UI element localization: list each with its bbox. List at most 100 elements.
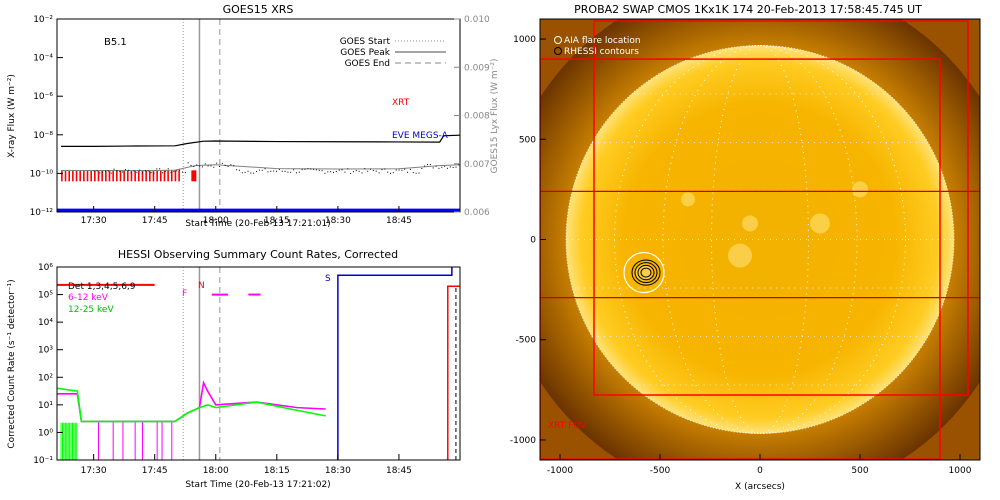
goes-plot-area <box>57 19 460 212</box>
goes-red-mark <box>163 170 166 182</box>
goes-eve-point <box>193 166 195 168</box>
hessi-y-tick-label: 10⁻¹ <box>33 456 53 466</box>
hessi-flag-n: N <box>198 281 205 291</box>
goes-eve-point <box>270 170 272 172</box>
goes-x-tick-label: 18:30 <box>325 216 351 226</box>
hessi-y-tick-label: 10⁵ <box>38 291 53 301</box>
goes-x-tick-label: 18:15 <box>264 216 290 226</box>
swap-x-tick-label: 500 <box>851 466 868 476</box>
goes-eve-point <box>207 165 209 167</box>
goes-eve-point <box>119 170 121 172</box>
goes-eve-point <box>159 168 161 170</box>
goes-eve-point <box>313 168 315 170</box>
goes-axes: 10⁻¹² 10⁻¹⁰ 10⁻⁸ 10⁻⁶ 10⁻⁴ 10⁻² 0.006 0.007 0.00… <box>30 15 490 226</box>
goes-red-mark <box>191 170 197 182</box>
goes-red-mark <box>174 170 177 182</box>
goes-eve-point <box>352 171 354 173</box>
goes-eve-point <box>407 171 409 173</box>
rhessi-contour <box>640 267 652 278</box>
goes-y2-tick-label: 0.007 <box>464 160 490 170</box>
goes-title: GOES15 XRS <box>223 3 294 16</box>
goes-red-mark <box>101 170 103 182</box>
goes-red-mark <box>90 170 92 182</box>
goes-legend-end-label: GOES End <box>345 59 390 69</box>
goes-eve-point <box>338 169 340 171</box>
hessi-legend-1225: 12-25 keV <box>68 305 114 315</box>
goes-eve-point <box>113 168 115 170</box>
goes-eve-point <box>221 162 223 164</box>
goes-eve-point <box>204 163 206 165</box>
hessi-panel: HESSI Observing Summary Count Rates, Cor… <box>7 248 461 490</box>
goes-eve-point <box>415 172 417 174</box>
goes-eve-point <box>142 172 144 174</box>
goes-red-mark <box>105 170 107 182</box>
goes-eve-point <box>99 172 101 174</box>
goes-x-tick-label: 17:45 <box>142 216 168 226</box>
hessi-y-tick-label: 10³ <box>38 346 53 356</box>
aia-legend-symbol <box>554 36 562 44</box>
longitude-line <box>614 45 906 434</box>
sun-disk <box>566 45 954 434</box>
goes-eve-point <box>241 172 243 174</box>
hessi-legend-612: 6-12 keV <box>68 293 109 303</box>
goes-y2-axis-label: GOES15 Lyx Flux (W m⁻²) <box>490 59 500 174</box>
goes-eve-point <box>347 168 349 170</box>
goes-eve-point <box>404 168 406 170</box>
hessi-axes: 10⁻¹ 10⁰ 10¹ 10² 10³ 10⁴ 10⁵ 10⁶ 17:30 17:45 18:00… <box>33 263 412 476</box>
goes-eve-point <box>421 167 423 169</box>
active-region <box>728 243 752 268</box>
goes-eve-point <box>190 164 192 166</box>
goes-red-mark <box>138 170 140 182</box>
goes-eve-point <box>130 172 132 174</box>
goes-red-mark <box>68 170 70 182</box>
hessi-x-tick-label: 18:00 <box>203 466 229 476</box>
goes-eve-point <box>230 164 232 166</box>
goes-red-mark <box>108 170 111 182</box>
hessi-x-tick-label: 18:30 <box>325 466 351 476</box>
goes-eve-point <box>96 170 98 172</box>
goes-red-mark <box>72 170 74 182</box>
goes-eve-point <box>401 169 403 171</box>
goes-red-mark <box>86 170 89 182</box>
goes-eve-point <box>304 168 306 170</box>
xrt-fov-label: XRT FOV <box>548 421 587 431</box>
goes-x-tick-label: 18:00 <box>203 216 229 226</box>
goes-eve-point <box>273 170 275 172</box>
goes-eve-point <box>427 164 429 166</box>
goes-panel: GOES15 XRS 10⁻¹² 10⁻¹⁰ 10⁻⁸ 10⁻⁶ 10⁻⁴ 10⁻² 0.0… <box>7 3 500 229</box>
goes-eve-point <box>375 170 377 172</box>
goes-eve-point <box>301 169 303 171</box>
goes-eve-point <box>122 171 124 173</box>
goes-eve-point <box>199 165 201 167</box>
goes-eve-point <box>102 171 104 173</box>
swap-panel: PROBA2 SWAP CMOS 1Kx1K 174 20-Feb-2013 1… <box>510 3 981 492</box>
goes-eve-point <box>116 170 118 172</box>
goes-eve-point <box>176 170 178 172</box>
goes-eve-point <box>227 165 229 167</box>
goes-y-tick-label: 10⁻¹⁰ <box>30 169 54 179</box>
goes-eve-point <box>378 172 380 174</box>
rhessi-legend-label: RHESSI contours <box>564 47 639 57</box>
goes-eve-point <box>287 171 289 173</box>
goes-eve-point <box>446 167 448 169</box>
hessi-flag-f: F <box>182 289 187 299</box>
hessi-plot-frame <box>56 266 461 461</box>
rhessi-contour <box>637 264 655 281</box>
goes-eve-point <box>187 162 189 164</box>
goes-eve-point <box>409 168 411 170</box>
goes-red-mark <box>178 170 180 182</box>
hessi-legend: Det 1,3,4,5,6,9 6-12 keV 12-25 keV <box>68 282 136 315</box>
goes-red-mark <box>116 170 118 182</box>
goes-eve-point <box>370 168 372 170</box>
goes-red-mark <box>141 170 144 182</box>
goes-eve-point <box>196 164 198 166</box>
goes-red-mark <box>167 170 169 182</box>
goes-x-tick-label: 17:30 <box>81 216 107 226</box>
goes-eve-point <box>327 171 329 173</box>
active-region <box>810 213 830 234</box>
goes-eve-point <box>367 170 369 172</box>
hessi-flag-s: S <box>325 274 331 284</box>
hessi-legend-det: Det 1,3,4,5,6,9 <box>68 282 136 292</box>
goes-eve-point <box>293 169 295 171</box>
